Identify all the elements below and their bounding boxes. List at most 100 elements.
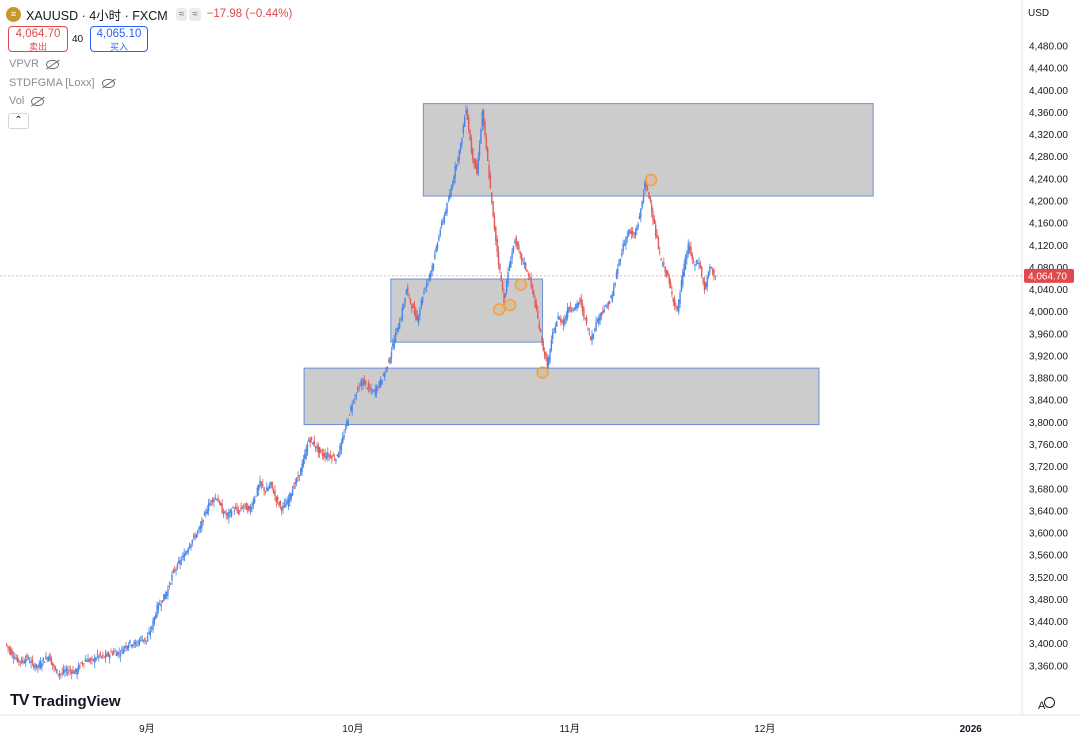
candle-body xyxy=(293,485,295,489)
symbol-title[interactable]: XAUUSD · 4小时 · FXCM xyxy=(26,8,168,23)
candle-body xyxy=(690,246,692,256)
candle-body xyxy=(631,231,634,235)
candle-body xyxy=(276,496,279,501)
candle-body xyxy=(373,389,375,391)
buy-button[interactable]: 4,065.10 买入 xyxy=(90,26,148,52)
candle-body xyxy=(317,445,320,453)
candle-body xyxy=(178,560,180,564)
collapse-indicators-button[interactable]: ⌃ xyxy=(8,113,29,129)
candle-body xyxy=(634,232,637,237)
candle-body xyxy=(221,503,223,514)
candle-body xyxy=(465,109,467,113)
candle-body xyxy=(392,343,394,347)
candle-body xyxy=(312,442,314,445)
candle-body xyxy=(240,507,242,510)
candle-body xyxy=(577,302,580,305)
candle-body xyxy=(339,445,341,454)
price-tick-label: 4,320.00 xyxy=(1029,130,1068,141)
candle-body xyxy=(655,224,657,237)
candle-body xyxy=(230,511,233,516)
market-status-badge[interactable]: ≈ xyxy=(175,7,188,21)
candle-body xyxy=(664,267,666,273)
data-status-badge[interactable]: ≈ xyxy=(189,7,201,21)
candle-body xyxy=(363,378,366,385)
candle-body xyxy=(191,539,194,544)
candle-body xyxy=(251,506,253,510)
candle-body xyxy=(66,671,69,674)
candle-body xyxy=(65,668,67,672)
candle-body xyxy=(660,258,662,261)
candle-body xyxy=(350,406,352,411)
candle-body xyxy=(457,159,459,162)
candle-body xyxy=(488,164,490,178)
candle-body xyxy=(629,229,631,233)
candle-body xyxy=(668,276,670,284)
swing-marker xyxy=(536,366,549,379)
candle-body xyxy=(436,243,439,249)
candle-body xyxy=(140,637,142,639)
auto-scale-button[interactable]: A xyxy=(1038,700,1046,712)
candle-body xyxy=(691,254,693,260)
candle-body xyxy=(245,503,248,510)
candle-body xyxy=(656,234,658,239)
candle-body xyxy=(621,252,623,257)
candle-body xyxy=(627,229,630,236)
price-change: −17.98 (−0.44%) xyxy=(206,8,293,20)
candle-body xyxy=(495,226,497,242)
candle-body xyxy=(202,519,204,522)
candle-body xyxy=(11,650,13,656)
candle-body xyxy=(344,428,347,430)
candle-body xyxy=(272,491,275,494)
sell-button[interactable]: 4,064.70 卖出 xyxy=(8,26,68,52)
candle-body xyxy=(439,229,441,236)
candle-body xyxy=(444,211,447,215)
candle-body xyxy=(676,306,679,310)
indicator-label: VPVR xyxy=(9,58,39,70)
candle-body xyxy=(641,201,643,208)
hidden-eye-icon[interactable] xyxy=(101,78,115,88)
candle-body xyxy=(98,655,100,658)
candle-body xyxy=(343,434,345,438)
candle-body xyxy=(123,647,126,649)
candle-body xyxy=(159,604,161,606)
candle-body xyxy=(290,493,292,500)
candle-body xyxy=(663,262,665,265)
candle-body xyxy=(171,574,173,581)
price-tick-label: 3,480.00 xyxy=(1029,595,1068,606)
candle-body xyxy=(431,265,433,272)
hidden-eye-icon[interactable] xyxy=(31,96,45,106)
candle-body xyxy=(381,379,383,385)
settings-gear-icon[interactable] xyxy=(1044,697,1055,708)
candle-body xyxy=(22,660,24,662)
candle-body xyxy=(258,485,260,491)
indicator-label: Vol xyxy=(9,95,25,107)
candle-body xyxy=(642,194,645,202)
candle-body xyxy=(211,498,214,502)
candle-body xyxy=(463,116,466,127)
price-tick-label: 4,280.00 xyxy=(1029,152,1068,163)
candle-body xyxy=(362,379,364,387)
candle-body xyxy=(587,328,589,330)
indicator-vpvr[interactable]: VPVR xyxy=(9,58,59,70)
candle-body xyxy=(413,305,416,315)
candle-body xyxy=(667,271,669,276)
candle-body xyxy=(46,658,49,660)
candle-body xyxy=(453,176,455,185)
candle-body xyxy=(306,444,309,453)
hidden-eye-icon[interactable] xyxy=(45,59,59,69)
price-tick-label: 4,040.00 xyxy=(1029,285,1068,296)
candle-body xyxy=(653,219,656,224)
candle-body xyxy=(125,645,127,648)
candle-body xyxy=(52,662,54,666)
candle-body xyxy=(390,351,393,359)
candle-body xyxy=(62,669,65,674)
indicator-stdfgma[interactable]: STDFGMA [Loxx] xyxy=(9,77,115,89)
currency-selector[interactable]: USD xyxy=(1028,8,1050,19)
candle-body xyxy=(329,455,332,458)
candle-body xyxy=(313,440,315,446)
candle-body xyxy=(421,296,424,303)
candle-body xyxy=(29,661,31,663)
indicator-vol[interactable]: Vol xyxy=(9,95,45,107)
candle-body xyxy=(595,321,597,331)
